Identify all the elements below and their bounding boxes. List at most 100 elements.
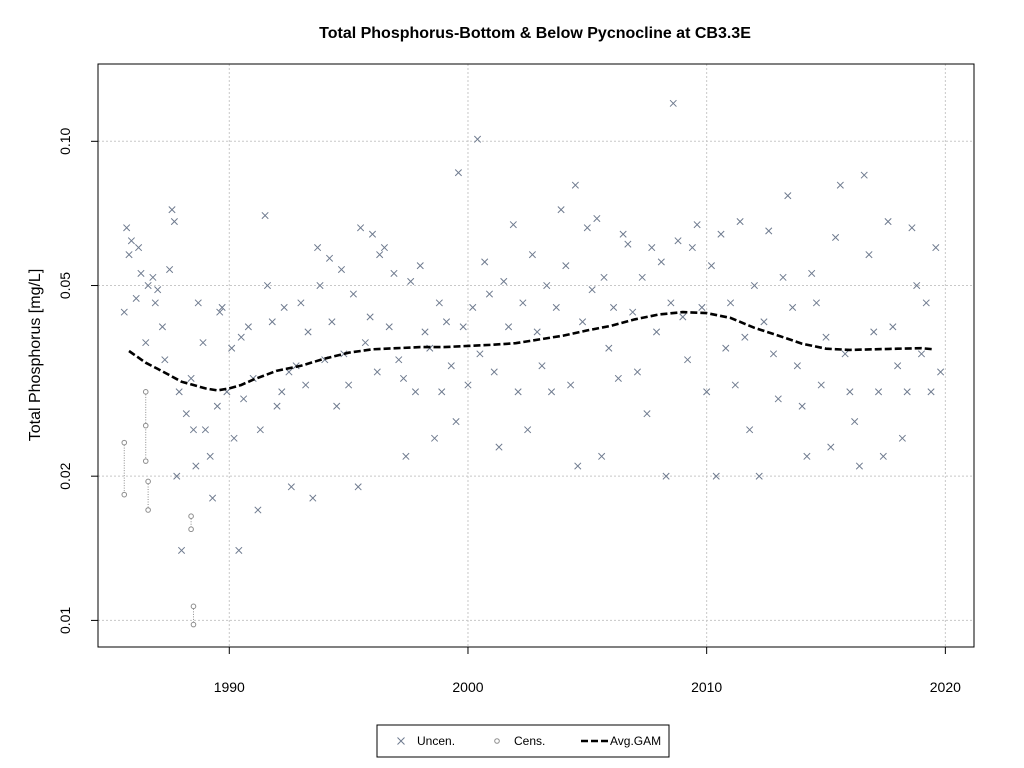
data-point-uncensored bbox=[624, 240, 632, 248]
data-point-censored bbox=[190, 603, 197, 610]
data-point-uncensored bbox=[256, 426, 264, 434]
data-point-uncensored bbox=[132, 294, 140, 302]
data-point-uncensored bbox=[633, 368, 641, 376]
data-point-uncensored bbox=[937, 368, 945, 376]
data-point-uncensored bbox=[538, 362, 546, 370]
data-point-uncensored bbox=[722, 344, 730, 352]
data-point-uncensored bbox=[309, 494, 317, 502]
data-point-uncensored bbox=[287, 483, 295, 491]
data-point-uncensored bbox=[619, 230, 627, 238]
data-point-uncensored bbox=[380, 244, 388, 252]
data-point-uncensored bbox=[817, 381, 825, 389]
data-point-uncensored bbox=[898, 434, 906, 442]
data-point-uncensored bbox=[528, 251, 536, 259]
data-point-uncensored bbox=[201, 426, 209, 434]
data-point-uncensored bbox=[194, 299, 202, 307]
chart-title: Total Phosphorus-Bottom & Below Pycnocli… bbox=[319, 25, 751, 42]
data-point-uncensored bbox=[784, 192, 792, 200]
data-point-uncensored bbox=[500, 277, 508, 285]
data-point-uncensored bbox=[688, 244, 696, 252]
data-point-uncensored bbox=[514, 388, 522, 396]
data-point-uncensored bbox=[643, 410, 651, 418]
data-point-uncensored bbox=[158, 323, 167, 331]
data-point-uncensored bbox=[151, 299, 159, 307]
data-point-uncensored bbox=[870, 328, 878, 336]
data-point-uncensored bbox=[543, 281, 551, 290]
data-point-uncensored bbox=[884, 218, 892, 226]
data-point-uncensored bbox=[578, 318, 587, 326]
data-point-uncensored bbox=[922, 299, 930, 307]
data-point-uncensored bbox=[473, 135, 482, 143]
legend-label-gam: Avg.GAM bbox=[610, 734, 661, 748]
data-point-uncensored bbox=[454, 169, 462, 177]
data-point-uncensored bbox=[571, 181, 579, 189]
y-tick-label: 0.02 bbox=[57, 462, 73, 489]
data-point-uncensored bbox=[485, 290, 494, 298]
data-point-uncensored bbox=[827, 443, 835, 451]
data-point-uncensored bbox=[712, 472, 720, 480]
data-point-uncensored bbox=[588, 286, 596, 294]
data-point-uncensored bbox=[166, 265, 174, 274]
data-point-uncensored bbox=[399, 374, 408, 382]
data-point-uncensored bbox=[411, 388, 420, 396]
data-point-uncensored bbox=[855, 462, 863, 470]
data-point-uncensored bbox=[304, 328, 312, 336]
data-point-uncensored bbox=[340, 350, 348, 358]
data-point-uncensored bbox=[495, 443, 503, 451]
data-point-uncensored bbox=[593, 214, 601, 223]
data-point-uncensored bbox=[841, 350, 849, 358]
data-point-uncensored bbox=[657, 258, 665, 266]
data-point-uncensored bbox=[206, 452, 214, 460]
legend: Uncen. Cens. Avg.GAM bbox=[376, 724, 670, 758]
data-point-uncensored bbox=[161, 356, 169, 364]
data-point-uncensored bbox=[182, 410, 190, 418]
data-point-uncensored bbox=[822, 333, 830, 341]
data-point-uncensored bbox=[519, 299, 527, 307]
legend-label-censored: Cens. bbox=[514, 734, 545, 748]
data-point-uncensored bbox=[416, 262, 424, 270]
data-point-uncensored bbox=[750, 281, 758, 290]
data-point-uncensored bbox=[741, 333, 749, 341]
data-point-uncensored bbox=[600, 273, 608, 281]
data-point-uncensored bbox=[746, 426, 754, 434]
data-point-uncensored bbox=[917, 350, 926, 358]
data-point-uncensored bbox=[684, 356, 692, 364]
data-point-uncensored bbox=[452, 418, 460, 426]
data-point-uncensored bbox=[760, 318, 768, 326]
data-point-uncensored bbox=[187, 374, 195, 382]
data-point-uncensored bbox=[442, 318, 451, 326]
data-point-censored bbox=[190, 621, 197, 628]
data-point-uncensored bbox=[213, 402, 221, 410]
data-point-uncensored bbox=[779, 273, 787, 281]
data-point-uncensored bbox=[142, 339, 150, 347]
data-point-uncensored bbox=[135, 244, 143, 252]
data-point-uncensored bbox=[230, 434, 238, 442]
grid bbox=[98, 64, 974, 647]
data-point-uncensored bbox=[509, 221, 517, 229]
data-point-uncensored bbox=[438, 388, 446, 396]
data-point-uncensored bbox=[860, 171, 868, 179]
data-point-uncensored bbox=[693, 221, 701, 229]
legend-label-uncensored: Uncen. bbox=[417, 734, 455, 748]
data-point-uncensored bbox=[297, 299, 305, 307]
data-point-uncensored bbox=[469, 303, 477, 312]
data-point-uncensored bbox=[189, 426, 198, 434]
data-point-uncensored bbox=[144, 281, 152, 290]
data-point-uncensored bbox=[125, 251, 133, 259]
data-point-uncensored bbox=[177, 546, 186, 554]
data-point-uncensored bbox=[447, 362, 455, 370]
data-point-uncensored bbox=[903, 388, 911, 396]
data-point-uncensored bbox=[314, 244, 322, 252]
data-point-uncensored bbox=[345, 381, 353, 389]
data-point-censored bbox=[145, 478, 151, 485]
data-point-uncensored bbox=[254, 506, 262, 514]
data-point-uncensored bbox=[736, 218, 744, 226]
data-point-uncensored bbox=[337, 265, 346, 274]
data-point-uncensored bbox=[932, 244, 940, 252]
data-point-uncensored bbox=[913, 281, 921, 290]
data-point-uncensored bbox=[798, 402, 806, 410]
data-point-uncensored bbox=[349, 290, 357, 298]
data-point-uncensored bbox=[154, 286, 162, 294]
data-point-uncensored bbox=[235, 546, 243, 554]
